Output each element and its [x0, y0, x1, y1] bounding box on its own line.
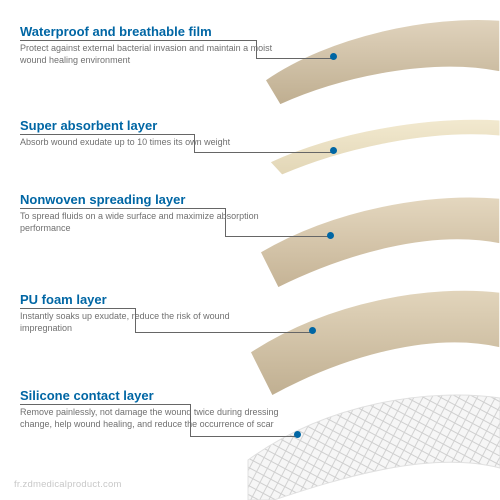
title-underline [20, 308, 135, 309]
layer-title: Waterproof and breathable film [20, 24, 280, 39]
layer-title: Super absorbent layer [20, 118, 280, 133]
layer-shape-pu-foam [250, 290, 500, 396]
leader-vertical [190, 404, 191, 436]
leader-dot [330, 147, 337, 154]
layer-desc: To spread fluids on a wide surface and m… [20, 210, 280, 234]
leader-horizontal [190, 436, 298, 437]
layer-desc: Instantly soaks up exudate, reduce the r… [20, 310, 280, 334]
layer-section-4: Silicone contact layer Remove painlessly,… [20, 388, 280, 430]
layer-section-3: PU foam layer Instantly soaks up exudate,… [20, 292, 280, 334]
layer-shape-silicone-mesh [248, 395, 500, 500]
layer-title: Nonwoven spreading layer [20, 192, 280, 207]
leader-dot [294, 431, 301, 438]
leader-dot [327, 232, 334, 239]
layer-shape-super-absorbent [270, 119, 500, 175]
watermark-text: fr.zdmedicalproduct.com [14, 479, 122, 490]
layer-shape-nonwoven [260, 197, 500, 288]
leader-vertical [256, 40, 257, 58]
leader-horizontal [225, 236, 331, 237]
leader-vertical [225, 208, 226, 236]
leader-dot [330, 53, 337, 60]
title-underline [20, 208, 225, 209]
leader-horizontal [256, 58, 334, 59]
layer-shape-waterproof-film [265, 19, 500, 105]
leader-horizontal [135, 332, 313, 333]
layer-section-0: Waterproof and breathable film Protect ag… [20, 24, 280, 66]
layer-desc: Protect against external bacterial invas… [20, 42, 280, 66]
leader-dot [309, 327, 316, 334]
leader-vertical [194, 134, 195, 152]
leader-vertical [135, 308, 136, 332]
layer-title: Silicone contact layer [20, 388, 280, 403]
layer-title: PU foam layer [20, 292, 280, 307]
leader-horizontal [194, 152, 334, 153]
title-underline [20, 404, 190, 405]
title-underline [20, 134, 194, 135]
layer-section-2: Nonwoven spreading layer To spread fluids… [20, 192, 280, 234]
layer-desc: Absorb wound exudate up to 10 times its … [20, 136, 280, 148]
title-underline [20, 40, 256, 41]
layer-desc: Remove painlessly, not damage the wound … [20, 406, 280, 430]
